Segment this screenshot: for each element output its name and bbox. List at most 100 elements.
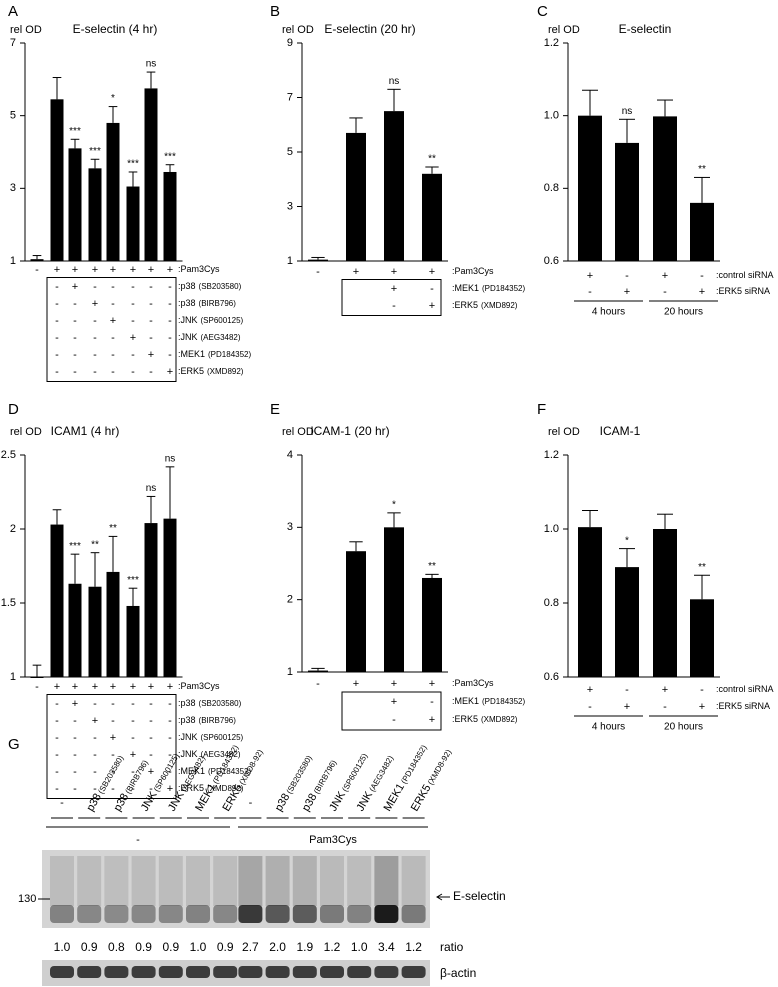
y-tick-label: 5	[10, 110, 16, 122]
error-bar	[146, 71, 156, 89]
bar	[50, 99, 64, 261]
lane-drug: (BIRB796)	[124, 758, 151, 795]
treatment-mark: -	[316, 678, 320, 690]
error-bar	[165, 466, 175, 519]
treatment-mark: +	[110, 264, 116, 276]
treatment-mark: -	[111, 749, 115, 761]
actin-band	[213, 966, 238, 978]
error-bar	[52, 77, 62, 100]
bar	[106, 122, 120, 261]
treatment-mark: -	[149, 315, 153, 327]
error-bar	[387, 88, 401, 112]
treatment-mark: -	[93, 783, 97, 795]
treatment-label: :MEK1 (PD184352)	[178, 766, 251, 776]
ratio-value: 0.9	[135, 940, 152, 954]
treatment-mark: -	[111, 783, 115, 795]
treatment-mark: -	[73, 366, 77, 378]
lane-name: -	[60, 797, 64, 809]
bar	[578, 527, 602, 677]
treatment-mark: -	[131, 766, 135, 778]
loading-label: β-actin	[440, 966, 476, 980]
band	[320, 905, 344, 923]
treatment-label: :JNK (SP600125)	[178, 315, 244, 325]
band	[374, 905, 399, 923]
treatment-mark: -	[131, 698, 135, 710]
error-bar	[582, 510, 598, 528]
bar	[690, 202, 714, 261]
treatment-mark: -	[55, 749, 59, 761]
error-bar	[165, 164, 175, 172]
error-bar	[108, 106, 118, 123]
treatment-drug: (BIRB796)	[199, 716, 237, 725]
significance: ns	[146, 59, 157, 70]
lane-name: ERK5	[409, 783, 434, 814]
treatment-mark: +	[130, 332, 136, 344]
band-smear	[77, 856, 102, 906]
panel-letter: D	[8, 401, 19, 418]
treatment-mark: -	[35, 264, 39, 276]
error-bar	[32, 255, 42, 260]
y-axis-label: rel OD	[548, 24, 580, 36]
treatment-drug: (PD184352)	[208, 350, 251, 359]
ratio-value: 1.0	[351, 940, 368, 954]
y-tick-label: 7	[287, 91, 293, 103]
treatment-mark: +	[391, 283, 397, 295]
treatment-mark: +	[429, 714, 435, 726]
treatment-mark: -	[35, 681, 39, 693]
treatment-mark: -	[111, 298, 115, 310]
treatment-mark: -	[111, 349, 115, 361]
treatment-mark: -	[73, 315, 77, 327]
bar	[50, 524, 64, 677]
treatment-drug: (SP600125)	[201, 733, 244, 742]
treatment-box	[46, 277, 177, 382]
treatment-name: :ERK5 siRNA	[716, 286, 770, 296]
bar	[653, 116, 677, 261]
treatment-mark: +	[72, 264, 78, 276]
actin-band	[401, 966, 426, 978]
error-bar	[425, 166, 439, 174]
treatment-mark: +	[92, 715, 98, 727]
treatment-mark: +	[148, 681, 154, 693]
treatment-mark: -	[168, 766, 172, 778]
treatment-mark: -	[93, 315, 97, 327]
bar	[144, 88, 158, 262]
treatment-mark: -	[55, 715, 59, 727]
significance: *	[625, 535, 629, 546]
band-smear	[292, 856, 317, 906]
y-tick-label: 4	[287, 449, 293, 461]
panel-letter: A	[8, 3, 18, 20]
treatment-mark: -	[93, 698, 97, 710]
treatment-mark: +	[699, 701, 705, 713]
treatment-mark: +	[167, 681, 173, 693]
error-bar	[146, 495, 156, 524]
treatment-mark: -	[73, 298, 77, 310]
treatment-drug: (AEG3482)	[201, 750, 241, 759]
blot-background	[42, 850, 430, 928]
ratio-value: 2.0	[269, 940, 286, 954]
treatment-label: :ERK5 (XMD892)	[178, 783, 244, 793]
treatment-mark: -	[73, 766, 77, 778]
treatment-label: :MEK1 (PD184352)	[452, 283, 525, 293]
lane-name: p38	[84, 792, 104, 814]
treatment-drug: (SB203580)	[199, 699, 242, 708]
treatment-name: :p38	[178, 715, 196, 725]
treatment-mark: -	[111, 698, 115, 710]
error-bar	[128, 587, 138, 606]
y-tick-label: 2	[287, 594, 293, 606]
actin-band	[104, 966, 129, 978]
bar	[653, 529, 677, 677]
treatment-mark: +	[429, 266, 435, 278]
treatment-label: :Pam3Cys	[452, 266, 494, 276]
error-bar	[349, 117, 363, 133]
treatment-drug: (PD184352)	[208, 767, 251, 776]
actin-band	[238, 966, 263, 978]
bar	[68, 148, 82, 261]
y-tick-label: 1	[10, 255, 16, 267]
treatment-label: :p38 (SB203580)	[178, 698, 242, 708]
actin-band	[158, 966, 183, 978]
treatment-name: :JNK	[178, 732, 198, 742]
chart-title: E-selectin	[619, 22, 672, 36]
treatment-name: :p38	[178, 298, 196, 308]
band	[77, 905, 102, 923]
treatment-mark: -	[93, 749, 97, 761]
